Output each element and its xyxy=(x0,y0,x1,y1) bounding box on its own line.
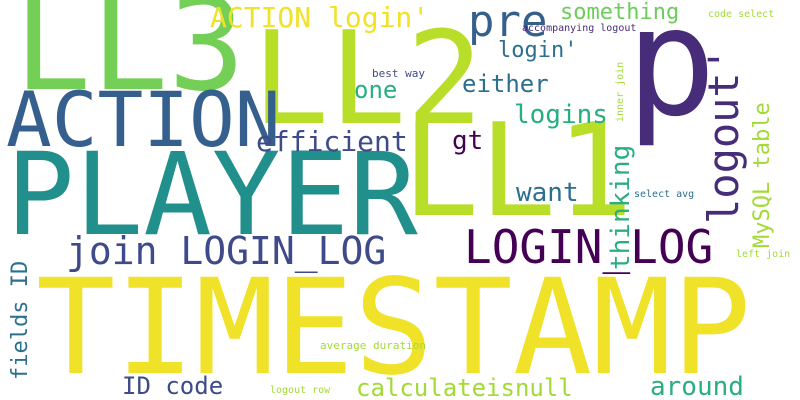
word-action-login: ACTION login' xyxy=(210,1,430,34)
word-timestamp: TIMESTAMP xyxy=(36,251,752,400)
word-mysql-table: MySQL table xyxy=(750,102,775,248)
word-pre: pre xyxy=(468,0,548,47)
word-left-join: left join xyxy=(736,249,791,260)
word-calculateisnull: calculateisnull xyxy=(356,374,573,400)
word-code-select: code select xyxy=(708,9,775,20)
word-ll2: LL2 xyxy=(252,5,484,154)
word-thinking: thinking xyxy=(606,144,636,270)
word-best-way: best way xyxy=(372,67,425,80)
word-ll1: LL1 xyxy=(402,97,634,246)
word-login-log-large: LOGIN_LOG xyxy=(464,220,714,274)
word-select-avg: select avg xyxy=(634,189,695,200)
word-one: one xyxy=(354,76,398,104)
word-action: ACTION xyxy=(6,75,281,164)
word-inner-join: inner join xyxy=(615,61,626,122)
word-ll3: LL3 xyxy=(14,0,246,120)
word-something: something xyxy=(560,0,680,25)
word-join-login-log: join LOGIN_LOG xyxy=(66,229,387,273)
word-fields-id: fields ID xyxy=(8,260,33,380)
word-id-code: ID code xyxy=(122,372,224,400)
word-want: want xyxy=(516,178,579,208)
word-p: p xyxy=(626,0,717,150)
word-gt: gt xyxy=(452,126,484,156)
word-either: either xyxy=(462,70,549,98)
word-average-duration: average duration xyxy=(320,339,426,352)
word-logout: logout' xyxy=(699,46,748,224)
word-logins: logins xyxy=(514,100,608,130)
word-around: around xyxy=(650,372,744,400)
word-logout-row: logout row xyxy=(270,385,331,396)
word-login: login' xyxy=(498,38,578,63)
word-player: PLAYER xyxy=(6,128,418,261)
word-efficient: efficient xyxy=(256,125,408,158)
word-accompanying-logout: accompanying logout xyxy=(522,23,637,34)
